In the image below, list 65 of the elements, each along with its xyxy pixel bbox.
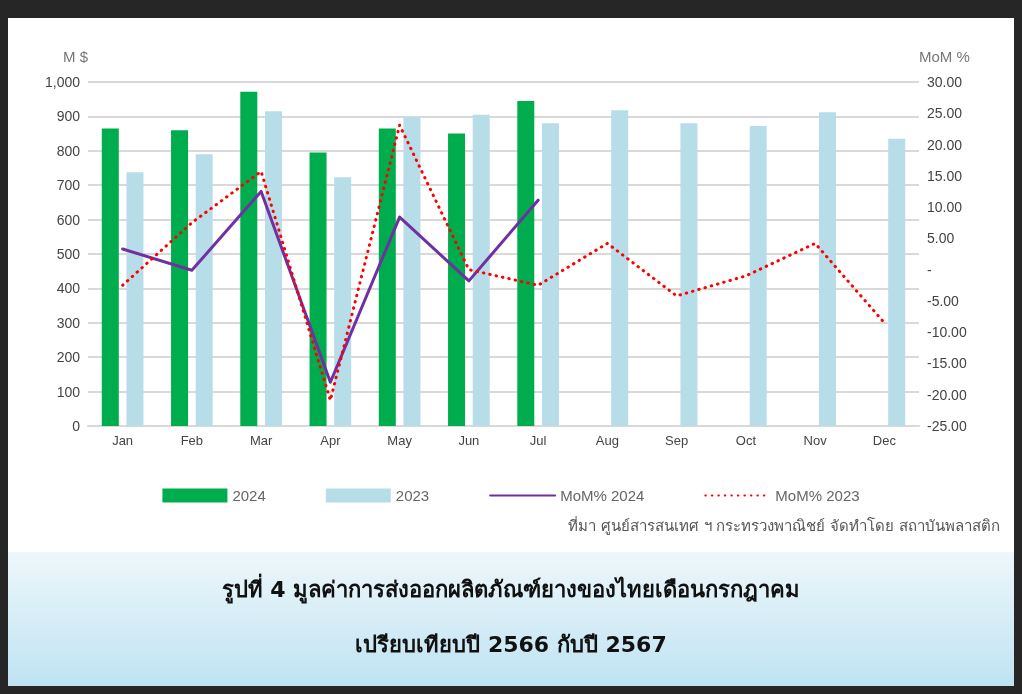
x-tick-label: Aug <box>595 433 619 448</box>
y-tick-label: 0 <box>72 418 81 434</box>
y-tick-label: 900 <box>56 108 81 125</box>
bar <box>448 133 466 426</box>
bar <box>818 112 836 426</box>
y-tick-label: 800 <box>56 142 81 159</box>
bar <box>264 111 282 426</box>
bar <box>195 154 213 426</box>
y2-axis-title: MoM % <box>919 48 970 65</box>
y-tick-label: 300 <box>56 314 81 331</box>
bar <box>749 126 767 426</box>
bar <box>611 110 629 426</box>
y2-tick-label: 15.00 <box>927 167 963 184</box>
line-series <box>121 123 886 402</box>
y2-tick-label: -5.00 <box>927 292 960 309</box>
bar <box>309 152 327 426</box>
y2-tick-label: 25.00 <box>927 105 963 122</box>
bar <box>472 114 490 426</box>
bar <box>403 117 421 426</box>
legend-label: MoM% 2023 <box>775 487 860 504</box>
y2-tick-label: -10.00 <box>927 324 967 341</box>
bar <box>541 123 559 426</box>
x-tick-label: Feb <box>180 433 204 448</box>
y2-tick-label: 10.00 <box>927 199 963 216</box>
y-tick-label: 400 <box>56 280 81 297</box>
x-tick-label: Mar <box>249 433 273 448</box>
y-tick-label: 700 <box>56 177 81 194</box>
bar <box>101 128 119 426</box>
bar <box>680 123 698 426</box>
line-series <box>121 189 540 384</box>
bar <box>378 128 396 426</box>
x-tick-label: Oct <box>735 433 757 448</box>
y-tick-label: 600 <box>56 211 81 228</box>
bar <box>888 138 906 426</box>
y-axis-title: M $ <box>62 48 89 65</box>
legend-label: MoM% 2024 <box>560 487 645 504</box>
bar <box>334 177 352 426</box>
y2-tick-label: 30.00 <box>927 74 963 90</box>
legend-label: 2023 <box>395 487 430 504</box>
text: ที่มา ศูนย์สารสนเทศ ฯ กระทรวงพาณิชย์ จัดทำโดย สถาบันพลาสติก <box>568 515 1000 537</box>
bar <box>517 100 535 426</box>
x-tick-label: Jun <box>458 433 480 448</box>
bar <box>240 91 258 426</box>
y2-tick-label: -20.00 <box>927 386 967 403</box>
x-tick-label: Jan <box>112 433 134 448</box>
y2-tick-label: -15.00 <box>927 355 967 372</box>
x-tick-label: Apr <box>320 433 342 448</box>
y-tick-label: 500 <box>56 246 81 262</box>
x-tick-label: May <box>387 433 413 448</box>
y2-tick-label: -25.00 <box>927 418 967 434</box>
legend-label: 2024 <box>232 487 266 504</box>
text: เปรียบเทียบปี 2566 กับปี 2567 <box>354 631 668 659</box>
y-tick-label: 100 <box>56 383 81 400</box>
y2-tick-label: 20.00 <box>927 136 963 153</box>
y2-tick-label: - <box>927 261 932 278</box>
y-tick-label: 200 <box>56 349 81 366</box>
y-tick-label: 1,000 <box>44 74 81 90</box>
bar <box>126 172 144 426</box>
x-tick-label: Jul <box>529 433 547 448</box>
x-tick-label: Sep <box>665 433 689 448</box>
x-tick-label: Nov <box>803 433 828 448</box>
bar <box>171 130 189 426</box>
x-tick-label: Dec <box>872 433 897 448</box>
y2-tick-label: 5.00 <box>927 230 955 247</box>
text: รูปที่ 4 มูลค่าการส่งออกผลิตภัณฑ์ยางของไทยเดือนกรกฎาคม <box>220 572 802 606</box>
